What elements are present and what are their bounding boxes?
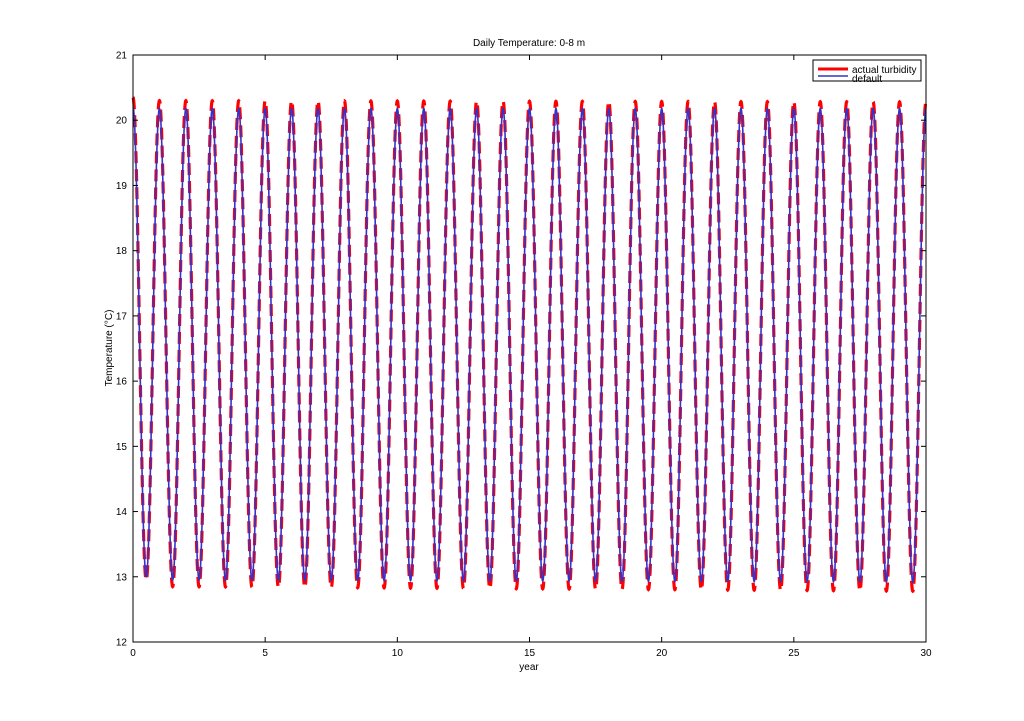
x-tick-label: 20 <box>656 648 668 659</box>
y-axis-title: Temperature (°C) <box>104 310 115 387</box>
y-tick-label: 18 <box>116 246 128 257</box>
legend-label-actual-turbidity: actual turbidity <box>852 65 916 76</box>
plot-area <box>133 55 926 642</box>
y-tick-label: 16 <box>116 377 128 388</box>
series-layer <box>131 96 928 594</box>
y-tick-label: 13 <box>116 572 128 583</box>
y-tick-label: 17 <box>116 311 128 322</box>
y-tick-label: 21 <box>116 51 128 62</box>
y-axis-ticks: 12 13 14 15 16 17 18 19 20 21 <box>116 51 926 649</box>
y-tick-label: 14 <box>116 507 128 518</box>
x-tick-label: 5 <box>262 648 268 659</box>
x-axis-ticks: 0 5 10 15 20 25 30 <box>130 55 932 659</box>
y-tick-label: 12 <box>116 638 128 649</box>
legend-label-default: default <box>852 74 882 85</box>
legend: actual turbidity default <box>812 59 922 85</box>
x-tick-label: 0 <box>130 648 136 659</box>
y-tick-label: 19 <box>116 181 128 192</box>
y-tick-label: 15 <box>116 442 128 453</box>
series-line-default <box>132 106 927 584</box>
series-line-actual-turbidity <box>131 96 928 594</box>
x-tick-label: 15 <box>524 648 536 659</box>
x-axis-title: year <box>519 662 539 673</box>
x-tick-label: 10 <box>392 648 404 659</box>
x-tick-label: 25 <box>788 648 800 659</box>
x-tick-label: 30 <box>920 648 932 659</box>
chart-title: Daily Temperature: 0-8 m <box>473 38 585 49</box>
y-tick-label: 20 <box>116 116 128 127</box>
